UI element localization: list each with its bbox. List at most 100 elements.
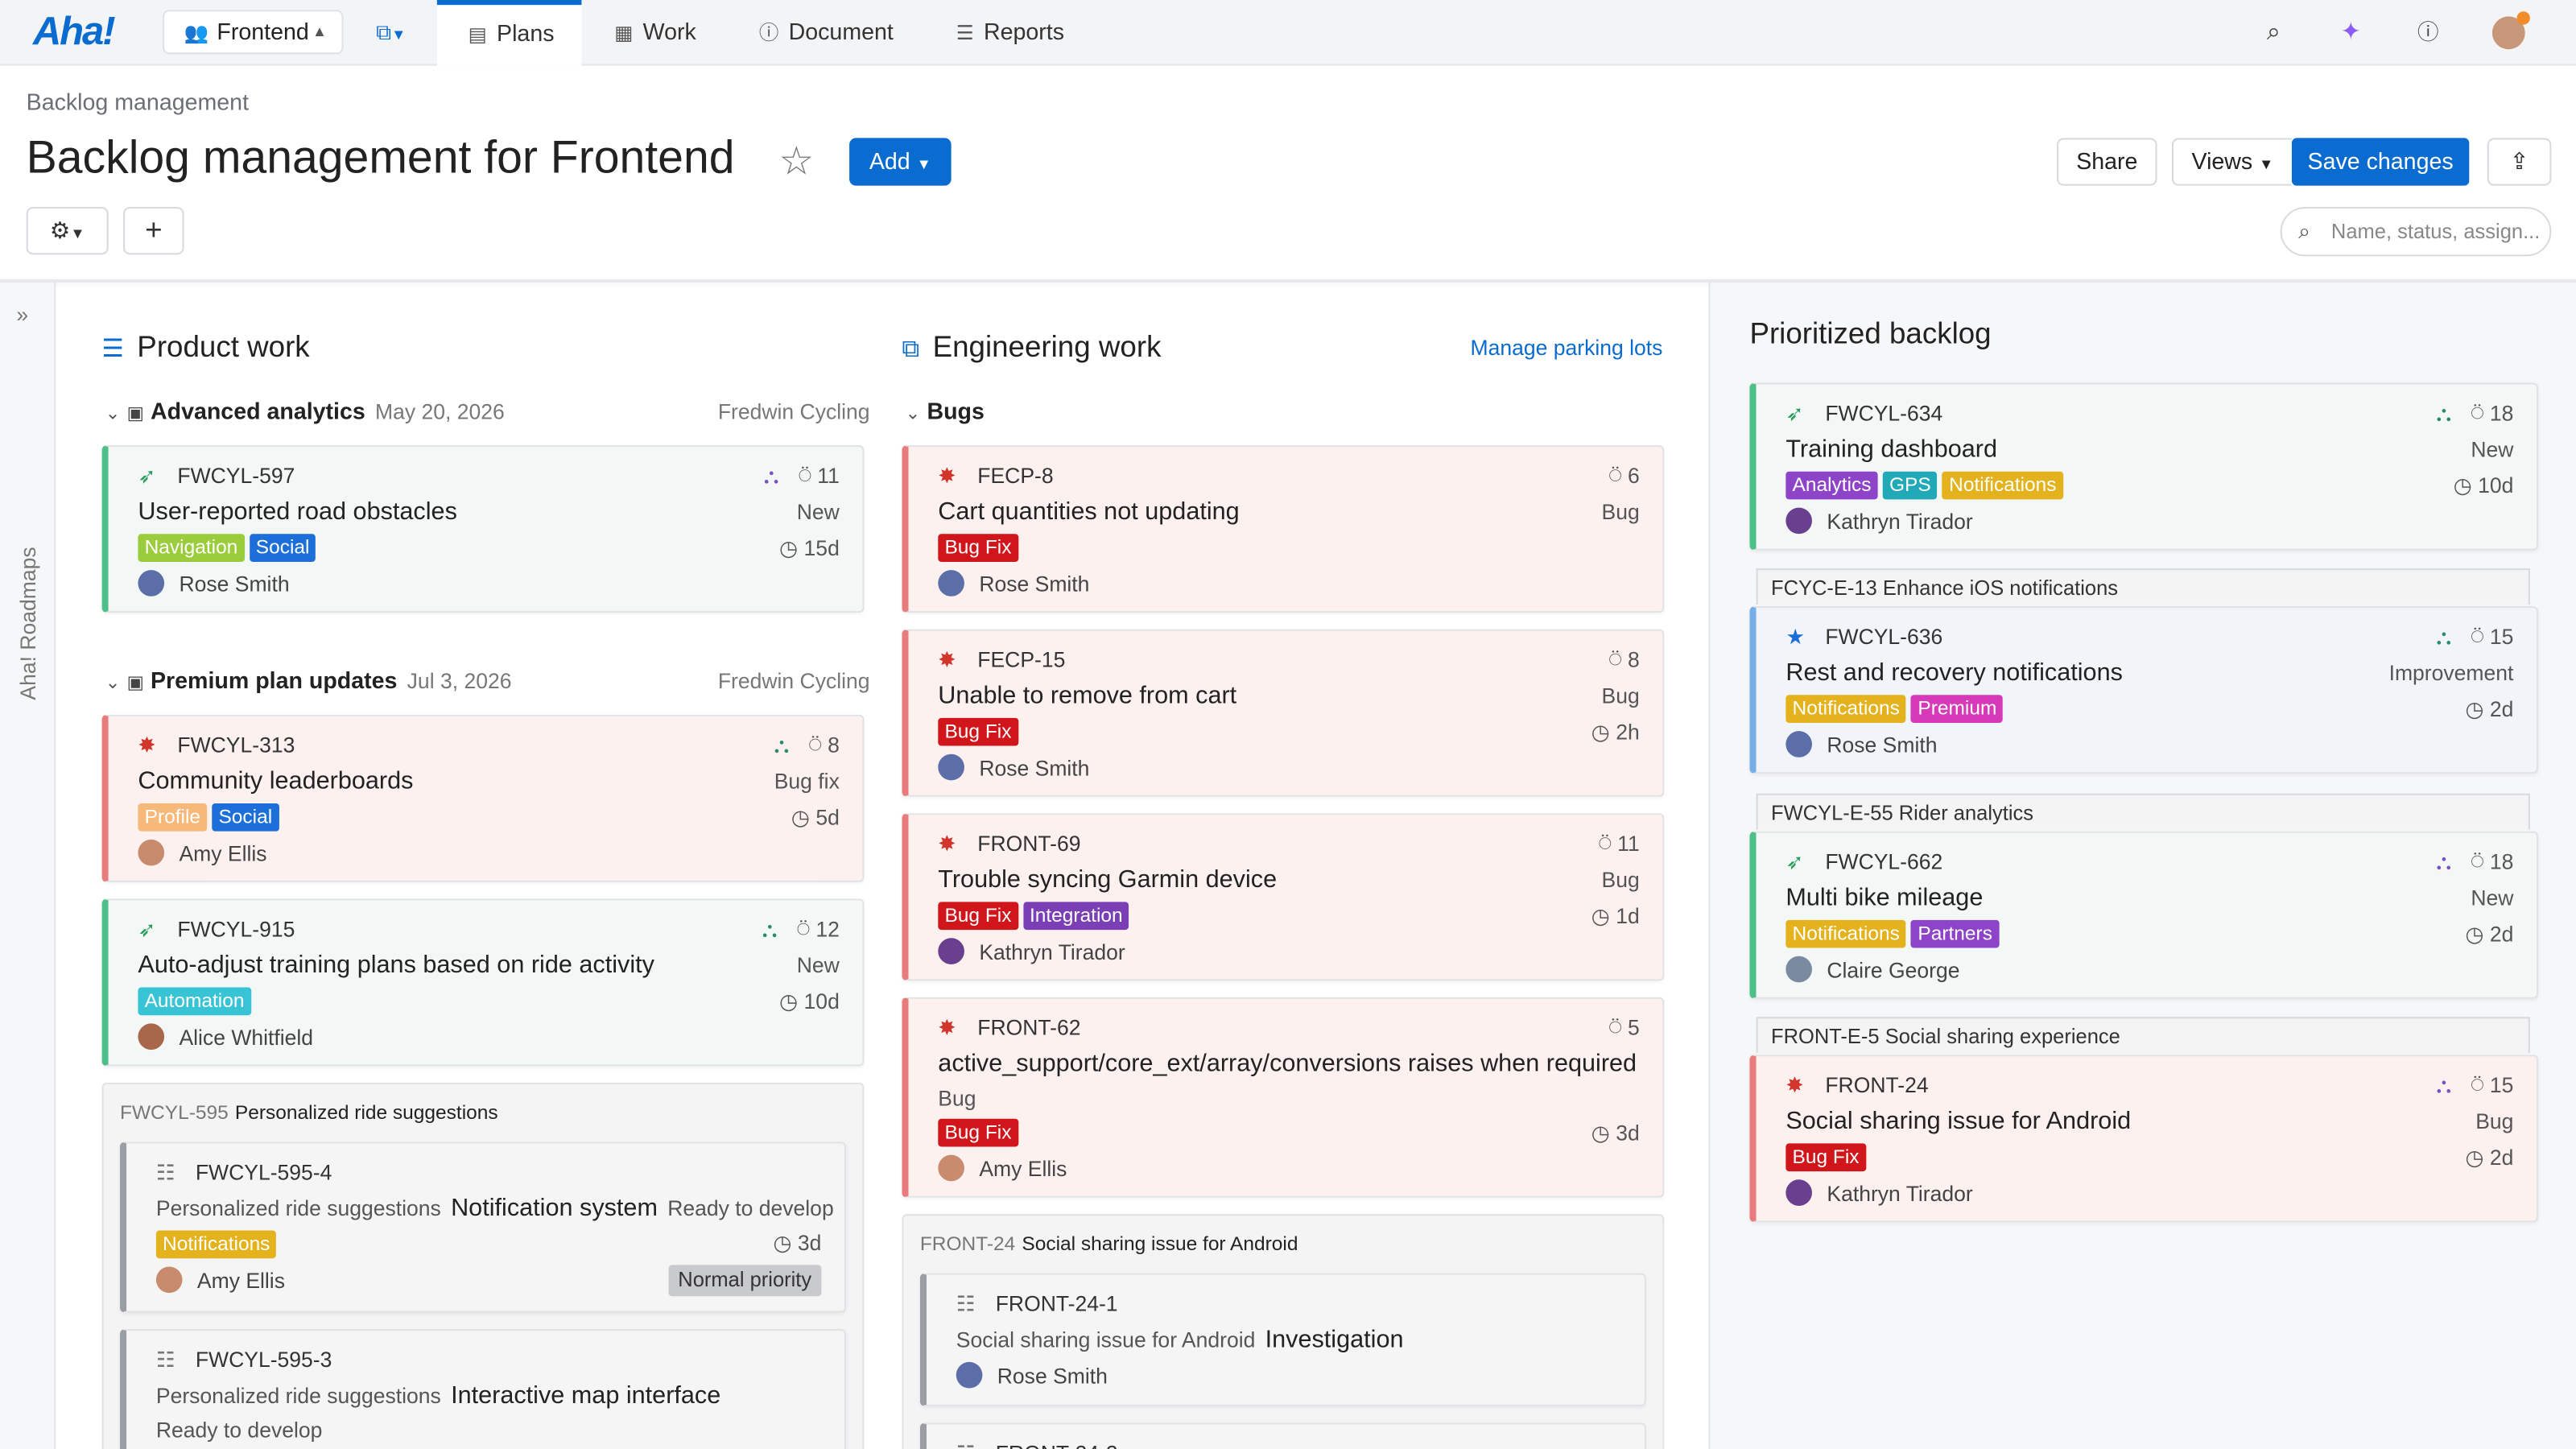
card-front-24[interactable]: ✸ FRONT-24 Social sharing issue for Andro… bbox=[1749, 1055, 2539, 1223]
tag: Navigation bbox=[138, 534, 245, 562]
roadmaps-sidebar[interactable]: » Aha! Roadmaps bbox=[0, 283, 56, 1449]
bug-icon: ✸ bbox=[1785, 1072, 1804, 1098]
chevron-down-icon: ▼ bbox=[391, 26, 407, 43]
assignee-name: Rose Smith bbox=[997, 1363, 1108, 1389]
tab-document[interactable]: ⓘ Document bbox=[759, 0, 894, 66]
group-premium-plan[interactable]: ⌄ ▣ Premium plan updates Jul 3, 2026 bbox=[105, 667, 512, 694]
parent-name: Personalized ride suggestions bbox=[155, 1383, 441, 1408]
card-fwcyl-595-4[interactable]: ☷ FWCYL-595-4 Personalized ride suggestio… bbox=[119, 1141, 847, 1313]
card-id-text: FWCYL-662 bbox=[1825, 849, 1943, 874]
card-fecp-8[interactable]: ✸ FECP-8 Cart quantities not updating Bug… bbox=[902, 445, 1665, 613]
card-id-text: FWCYL-597 bbox=[177, 463, 295, 489]
card-front-24-1[interactable]: ☷ FRONT-24-1 Social sharing issue for And… bbox=[919, 1273, 1646, 1406]
card-id-text: FWCYL-915 bbox=[177, 916, 295, 942]
tab-plans[interactable]: ▤ Plans bbox=[436, 0, 582, 66]
card-title: Training dashboard bbox=[1785, 435, 1998, 464]
hierarchy-icon: ⛬ bbox=[2436, 849, 2452, 874]
search-icon[interactable]: ⌕ bbox=[2266, 18, 2281, 47]
card-fwcyl-634[interactable]: ➶ FWCYL-634 Training dashboard Analytics G… bbox=[1749, 382, 2539, 551]
share-button[interactable]: Share bbox=[2057, 138, 2157, 186]
star-icon[interactable]: ☆ bbox=[778, 139, 815, 184]
card-time: ◷ 15d bbox=[779, 535, 840, 562]
tag-list: Profile Social bbox=[138, 803, 279, 832]
tab-work[interactable]: ▦ Work bbox=[614, 0, 696, 66]
score-icon: ⍥ bbox=[2471, 624, 2484, 650]
score: 6 bbox=[1627, 463, 1640, 489]
card-fwcyl-636[interactable]: ★ FWCYL-636 Rest and recovery notificatio… bbox=[1749, 606, 2539, 774]
card-id: ✸ FWCYL-313 bbox=[138, 733, 295, 759]
double-chevron-right-icon[interactable]: » bbox=[16, 302, 29, 328]
card-front-62[interactable]: ✸ FRONT-62 active_support/core_ext/array/… bbox=[902, 997, 1665, 1198]
tag: Social bbox=[212, 803, 279, 832]
manage-parking-lots-link[interactable]: Manage parking lots bbox=[1470, 335, 1663, 360]
plus-icon[interactable]: + bbox=[123, 207, 184, 255]
tab-reports[interactable]: ☰ Reports bbox=[956, 0, 1064, 66]
chevron-down-icon: ▼ bbox=[2259, 155, 2274, 173]
epic-label[interactable]: FCYC-E-13 Enhance iOS notifications bbox=[1756, 568, 2530, 605]
top-nav: Aha! 👥 Frontend ▲ ⧉▼ ▤ Plans ▦ Work ⓘ Documen… bbox=[0, 0, 2576, 66]
time-text: 2d bbox=[2489, 1145, 2514, 1170]
card-id-text: FECP-15 bbox=[977, 647, 1066, 672]
epic-label[interactable]: FRONT-E-5 Social sharing experience bbox=[1756, 1017, 2530, 1054]
card-time: ◷ 2d bbox=[2465, 1145, 2513, 1171]
card-title: Rest and recovery notifications bbox=[1785, 658, 2123, 687]
search-input[interactable]: ⌕ Name, status, assign... bbox=[2280, 207, 2552, 257]
score-icon: ⍥ bbox=[1598, 831, 1612, 857]
card-fwcyl-313[interactable]: ✸ FWCYL-313 Community leaderboards Profil… bbox=[101, 714, 865, 882]
card-fwcyl-915[interactable]: ➶ FWCYL-915 Auto-adjust training plans ba… bbox=[101, 898, 865, 1067]
card-id: ➶ FWCYL-634 bbox=[1785, 401, 1942, 427]
time-text: 3d bbox=[1616, 1120, 1640, 1146]
aha-logo[interactable]: Aha! bbox=[32, 10, 116, 55]
card-meta: ⛬ ⍥ 18 bbox=[2436, 401, 2513, 427]
tag-list: Bug Fix bbox=[938, 534, 1018, 562]
assignee: Kathryn Tirador bbox=[938, 938, 1125, 964]
group-advanced-analytics[interactable]: ⌄ ▣ Advanced analytics May 20, 2026 bbox=[105, 398, 505, 424]
hierarchy-icon: ⛬ bbox=[2436, 1072, 2452, 1098]
card-front-24-2[interactable]: ☷ FRONT-24-2 bbox=[919, 1422, 1646, 1449]
product-work-heading: ☰ Product work bbox=[102, 330, 310, 365]
develop-icon: ⧉ bbox=[902, 335, 920, 364]
card-subline: Social sharing issue for Android Investig… bbox=[956, 1326, 1414, 1354]
avatar bbox=[155, 1266, 183, 1294]
add-button[interactable]: Add ▼ bbox=[849, 138, 952, 186]
tag-list: Bug Fix bbox=[1785, 1143, 1866, 1172]
help-icon[interactable]: ⓘ bbox=[2417, 19, 2439, 45]
settings-dropdown[interactable]: ⚙▼ bbox=[26, 207, 109, 255]
card-time: ◷ 3d bbox=[773, 1231, 821, 1257]
list-icon: ☰ bbox=[101, 335, 124, 364]
grid-icon: ▦ bbox=[614, 21, 634, 45]
export-icon[interactable]: ⇪ bbox=[2487, 138, 2552, 186]
breadcrumb[interactable]: Backlog management bbox=[26, 89, 250, 115]
user-avatar[interactable] bbox=[2491, 11, 2530, 50]
hierarchy-icon: ⛬ bbox=[762, 916, 778, 942]
epic-label[interactable]: FWCYL-E-55 Rider analytics bbox=[1756, 793, 2530, 830]
workspace-selector[interactable]: 👥 Frontend ▲ bbox=[163, 10, 344, 55]
card-fecp-15[interactable]: ✸ FECP-15 Unable to remove from cart Bug … bbox=[902, 629, 1665, 797]
assignee: Rose Smith bbox=[938, 570, 1089, 597]
assignee: Amy Ellis bbox=[138, 839, 267, 866]
card-front-69[interactable]: ✸ FRONT-69 Trouble syncing Garmin device … bbox=[902, 813, 1665, 981]
card-fwcyl-595-3[interactable]: ☷ FWCYL-595-3 Personalized ride suggestio… bbox=[119, 1329, 847, 1449]
time-text: 10d bbox=[803, 989, 840, 1014]
avatar bbox=[938, 570, 964, 597]
time-text: 5d bbox=[815, 804, 840, 830]
avatar bbox=[1785, 507, 1813, 535]
group-bugs[interactable]: ⌄ Bugs bbox=[905, 398, 984, 424]
views-button[interactable]: Views ▼ bbox=[2171, 138, 2292, 186]
workspace-type-dropdown[interactable]: ⧉▼ bbox=[358, 10, 424, 54]
chevron-down-icon: ▼ bbox=[916, 155, 931, 173]
card-id: ✸ FECP-8 bbox=[938, 464, 1053, 490]
assignee: Amy Ellis bbox=[155, 1266, 285, 1294]
chevron-down-icon: ⌄ bbox=[905, 404, 921, 424]
card-meta: ⛬ ⍥ 8 bbox=[774, 733, 840, 759]
hierarchy-icon: ⛬ bbox=[774, 733, 790, 758]
card-time: ◷ 10d bbox=[2454, 473, 2514, 500]
card-fwcyl-597[interactable]: ➶ FWCYL-597 User-reported road obstacles … bbox=[101, 445, 865, 613]
tag-list: Bug Fix bbox=[938, 1118, 1018, 1147]
ai-sparkle-icon[interactable]: ✦ bbox=[2340, 18, 2362, 47]
card-meta: ⛬ ⍥ 18 bbox=[2436, 849, 2513, 876]
card-title: Auto-adjust training plans based on ride… bbox=[138, 951, 654, 980]
people-icon: 👥 bbox=[184, 21, 209, 45]
save-changes-button[interactable]: Save changes bbox=[2291, 138, 2470, 186]
card-fwcyl-662[interactable]: ➶ FWCYL-662 Multi bike mileage Notificati… bbox=[1749, 831, 2539, 999]
